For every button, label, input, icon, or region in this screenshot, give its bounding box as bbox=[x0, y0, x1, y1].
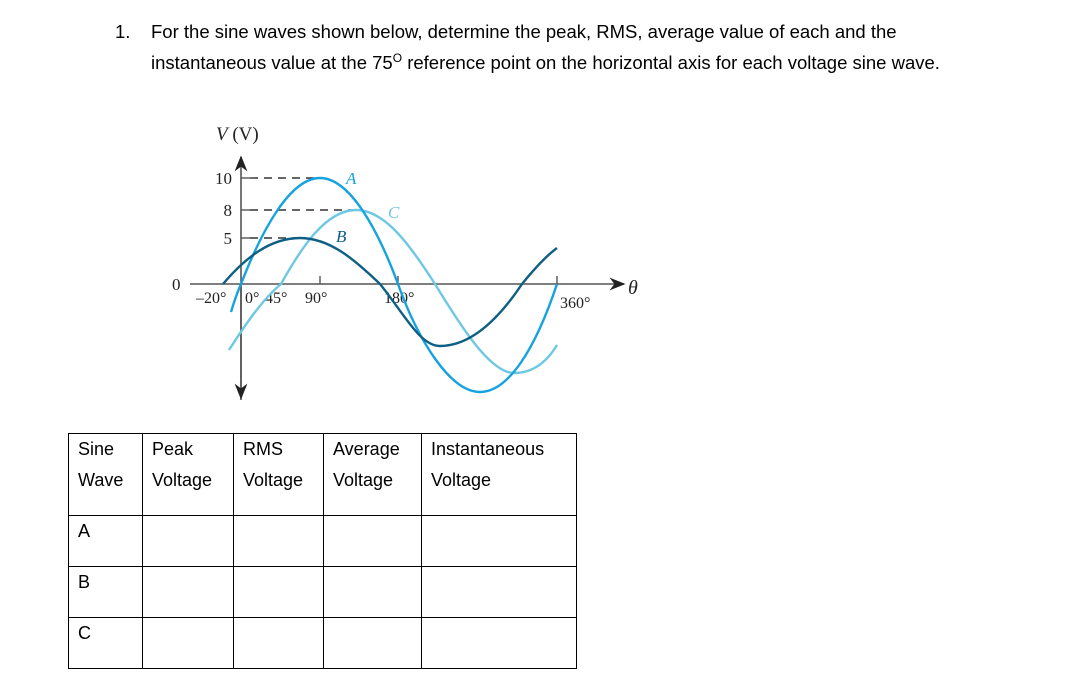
y-tick-5: 5 bbox=[224, 229, 233, 248]
question-text: For the sine waves shown below, determin… bbox=[151, 16, 1051, 78]
cell-a-instantaneous[interactable] bbox=[421, 515, 577, 567]
label-c: C bbox=[388, 203, 400, 222]
cell-c-instantaneous[interactable] bbox=[421, 617, 577, 669]
theta-label: θ bbox=[628, 277, 638, 299]
x-tick-360: 360° bbox=[560, 295, 590, 312]
degree-symbol: O bbox=[392, 51, 403, 65]
dashed-reference-lines bbox=[250, 177, 356, 239]
cell-b-rms[interactable] bbox=[233, 566, 324, 618]
header-peak-voltage: Peak Voltage bbox=[142, 433, 234, 516]
y-axis-label: V (V) bbox=[216, 124, 259, 145]
origin-label: 0 bbox=[172, 275, 181, 294]
x-tick-0: 0° bbox=[245, 290, 259, 307]
y-tick-10: 10 bbox=[215, 169, 232, 188]
question-line-2: instantaneous value at the 75O reference… bbox=[151, 51, 940, 73]
header-sine-wave: Sine Wave bbox=[68, 433, 143, 516]
row-label-c: C bbox=[68, 617, 143, 669]
x-tick-minus20: –20° bbox=[195, 290, 226, 307]
sine-wave-a bbox=[229, 176, 559, 394]
sine-wave-b bbox=[222, 236, 558, 348]
cell-b-instantaneous[interactable] bbox=[421, 566, 577, 618]
cell-b-average[interactable] bbox=[323, 566, 422, 618]
y-tick-8: 8 bbox=[224, 201, 233, 220]
cell-b-peak[interactable] bbox=[142, 566, 234, 618]
table-row: A bbox=[68, 515, 577, 567]
question-number: 1. bbox=[115, 21, 131, 42]
table-header-row: Sine Wave Peak Voltage RMS Voltage Average V… bbox=[68, 433, 577, 516]
y-ticks: 10 8 5 0 bbox=[172, 169, 250, 294]
question-line-1: For the sine waves shown below, determin… bbox=[151, 21, 897, 42]
table-row: C bbox=[68, 617, 577, 669]
label-b: B bbox=[336, 227, 347, 246]
cell-a-peak[interactable] bbox=[142, 515, 234, 567]
x-tick-90: 90° bbox=[305, 290, 327, 307]
answer-table: Sine Wave Peak Voltage RMS Voltage Average V… bbox=[68, 433, 577, 669]
label-a: A bbox=[345, 169, 357, 188]
table-row: B bbox=[68, 566, 577, 618]
header-average-voltage: Average Voltage bbox=[323, 433, 422, 516]
header-rms-voltage: RMS Voltage bbox=[233, 433, 324, 516]
row-label-a: A bbox=[68, 515, 143, 567]
cell-a-average[interactable] bbox=[323, 515, 422, 567]
sine-wave-chart: V (V) θ 10 8 5 0 –20° 0° 45° 90° 180° 36… bbox=[172, 124, 638, 400]
cell-c-average[interactable] bbox=[323, 617, 422, 669]
row-label-b: B bbox=[68, 566, 143, 618]
cell-a-rms[interactable] bbox=[233, 515, 324, 567]
x-tick-45: 45° bbox=[265, 290, 287, 307]
header-instantaneous-voltage: Instantaneous Voltage bbox=[421, 433, 577, 516]
cell-c-peak[interactable] bbox=[142, 617, 234, 669]
cell-c-rms[interactable] bbox=[233, 617, 324, 669]
x-tick-180: 180° bbox=[384, 290, 414, 307]
